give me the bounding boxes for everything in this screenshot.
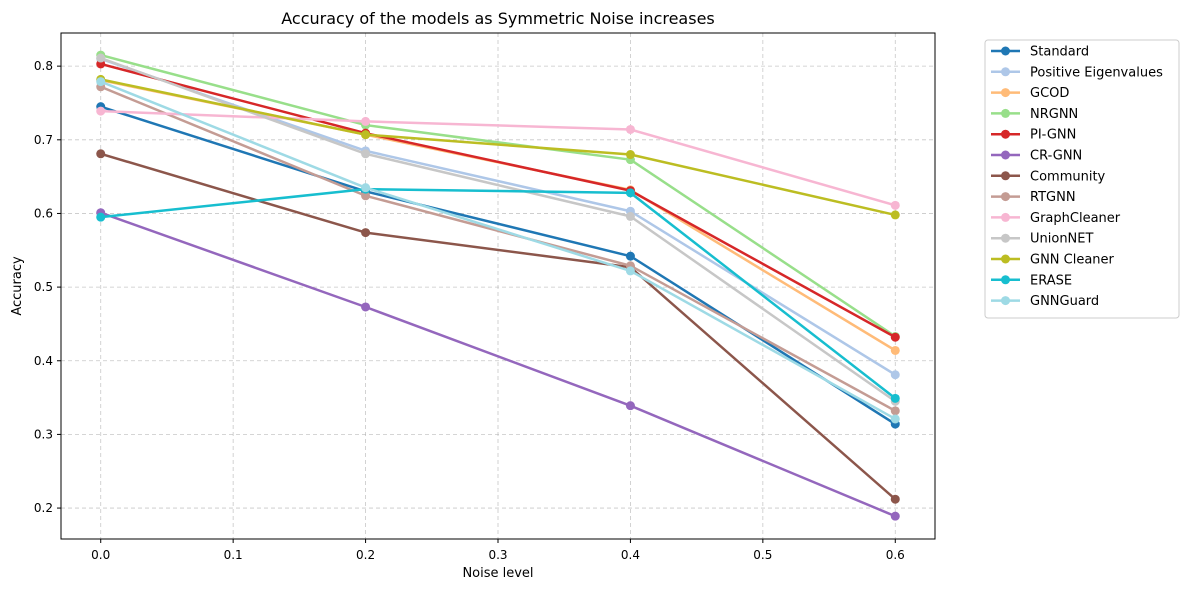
legend-label-unionnet: UnionNET [1030, 232, 1093, 247]
y-tick-label: 0.5 [34, 280, 53, 294]
y-tick-label: 0.2 [34, 501, 53, 515]
y-tick-label: 0.4 [34, 354, 53, 368]
series-gnnguard [96, 77, 900, 424]
legend-label-positive-eigenvalues: Positive Eigenvalues [1030, 65, 1163, 80]
data-point-community [96, 149, 106, 159]
data-point-gnn-cleaner [361, 130, 371, 140]
legend-label-rtgnn: RTGNN [1030, 190, 1076, 205]
data-point-unionnet [361, 149, 371, 159]
data-point-cr-gnn [625, 401, 635, 411]
legend-label-nrgnn: NRGNN [1030, 107, 1078, 122]
x-tick-label: 0.0 [91, 548, 110, 562]
series-line-pi-gnn [99, 62, 897, 339]
x-axis-ticks: 0.0 0.1 0.2 0.3 0.4 0.5 0.6 [91, 539, 905, 562]
series-line-community [99, 152, 897, 501]
data-point-gnn-cleaner [890, 210, 900, 220]
series-line-nrgnn [99, 53, 897, 338]
x-tick-label: 0.2 [356, 548, 375, 562]
y-axis-label: Accuracy [10, 256, 25, 316]
legend-marker-erase [1001, 275, 1010, 285]
data-point-community [890, 494, 900, 504]
legend-marker-rtgnn [1001, 192, 1010, 202]
data-point-erase [625, 188, 635, 198]
y-tick-label: 0.6 [34, 206, 53, 220]
data-point-gnnguard [361, 183, 371, 193]
data-point-gcod [890, 345, 900, 355]
data-point-cr-gnn [890, 511, 900, 521]
legend-marker-community [1001, 171, 1010, 181]
legend-marker-standard [1001, 46, 1010, 56]
legend-label-standard: Standard [1030, 45, 1089, 60]
series-erase [96, 184, 900, 403]
series-graphcleaner [96, 106, 900, 210]
data-point-graphcleaner [625, 124, 635, 134]
legend-label-pi-gnn: PI-GNN [1030, 128, 1076, 143]
series-line-erase [99, 187, 897, 400]
legend-marker-gnnguard [1001, 296, 1010, 306]
y-tick-label: 0.3 [34, 427, 53, 441]
data-point-graphcleaner [96, 106, 106, 116]
data-point-pi-gnn [890, 332, 900, 342]
series-line-graphcleaner [99, 109, 897, 207]
data-point-unionnet [625, 211, 635, 221]
data-point-gnnguard [890, 414, 900, 424]
legend-marker-gnn-cleaner [1001, 254, 1010, 264]
data-point-rtgnn [361, 191, 371, 201]
series-line-cr-gnn [99, 211, 897, 518]
x-tick-label: 0.5 [753, 548, 772, 562]
series-line-gnnguard [99, 80, 897, 421]
legend-label-cr-gnn: CR-GNN [1030, 149, 1082, 164]
series-line-standard [99, 105, 897, 426]
legend-marker-gcod [1001, 88, 1010, 98]
data-point-erase [890, 393, 900, 403]
chart-title: Accuracy of the models as Symmetric Nois… [281, 9, 715, 28]
data-point-standard [625, 251, 635, 261]
series-line-rtgnn [99, 85, 897, 413]
y-tick-label: 0.7 [34, 133, 53, 147]
legend-marker-nrgnn [1001, 108, 1010, 118]
series-group [96, 50, 900, 521]
x-tick-label: 0.3 [488, 548, 507, 562]
y-tick-label: 0.8 [34, 59, 53, 73]
legend-label-gcod: GCOD [1030, 86, 1069, 101]
data-point-gnn-cleaner [625, 150, 635, 160]
x-tick-label: 0.6 [886, 548, 905, 562]
legend-box [984, 39, 1180, 319]
x-tick-label: 0.1 [224, 548, 243, 562]
series-community [96, 149, 900, 504]
data-point-community [361, 228, 371, 238]
data-point-unionnet [96, 53, 106, 63]
legend-marker-pi-gnn [1001, 129, 1010, 139]
legend-marker-graphcleaner [1001, 212, 1010, 222]
legend-marker-cr-gnn [1001, 150, 1010, 160]
legend-marker-unionnet [1001, 233, 1010, 243]
data-point-positive-eigenvalues [890, 370, 900, 380]
data-point-gnnguard [96, 77, 106, 87]
legend-label-gnnguard: GNNGuard [1030, 294, 1099, 309]
data-point-erase [96, 212, 106, 222]
series-line-gnn-cleaner [99, 78, 897, 217]
y-axis-ticks: 0.2 0.3 0.4 0.5 0.6 0.7 0.8 [34, 59, 61, 515]
legend-label-gnn-cleaner: GNN Cleaner [1030, 253, 1115, 268]
x-axis-label: Noise level [462, 566, 533, 581]
data-point-graphcleaner [890, 200, 900, 210]
legend-label-graphcleaner: GraphCleaner [1030, 211, 1121, 226]
data-point-rtgnn [890, 406, 900, 416]
data-point-graphcleaner [361, 116, 371, 126]
data-point-gnnguard [625, 266, 635, 276]
legend-label-community: Community [1030, 169, 1106, 184]
legend: Standard Positive Eigenvalues GCOD NRGNN PI-… [984, 39, 1180, 319]
x-tick-label: 0.4 [621, 548, 640, 562]
legend-marker-positive-eigenvalues [1001, 67, 1010, 77]
legend-label-erase: ERASE [1030, 273, 1072, 288]
data-point-cr-gnn [361, 302, 371, 312]
